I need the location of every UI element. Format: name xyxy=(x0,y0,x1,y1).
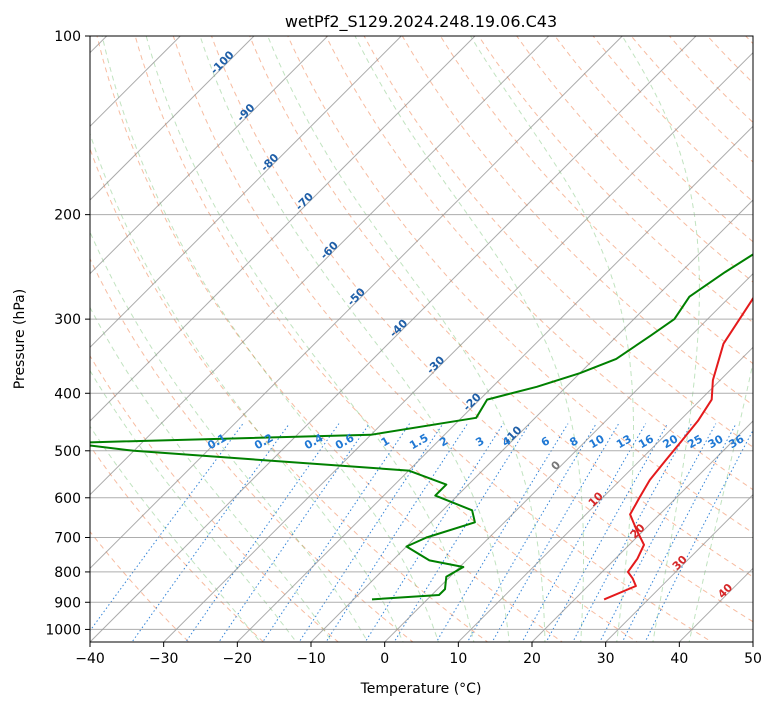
isotherm-line xyxy=(90,36,697,642)
isotherm-line xyxy=(90,36,623,570)
x-tick-label: −20 xyxy=(223,651,253,667)
isotherm-line xyxy=(531,420,753,642)
y-axis-label: Pressure (hPa) xyxy=(12,289,28,389)
dry-adiabat-line xyxy=(90,257,414,642)
mixing-ratio-line xyxy=(90,423,244,632)
temperature-profile-line xyxy=(603,296,753,601)
y-tick-label: 300 xyxy=(54,312,81,328)
x-tick-label: −10 xyxy=(296,651,326,667)
y-tick-label: 500 xyxy=(54,444,81,460)
isotherm-line xyxy=(310,199,753,642)
dry-adiabat-line xyxy=(401,36,753,406)
y-axis: 1000 900 800 700 600 500 400 300 200 100 xyxy=(45,29,90,638)
chart-title: wetPf2_S129.2024.248.19.06.C43 xyxy=(285,12,557,32)
mixing-ratio-line xyxy=(599,423,717,642)
y-tick-label: 200 xyxy=(54,208,81,224)
mixing-ratio-line xyxy=(393,423,531,642)
isotherm-line xyxy=(90,36,329,275)
y-tick-label: 1000 xyxy=(45,622,81,638)
x-tick-label: 10 xyxy=(449,651,467,667)
dry-adiabat-line xyxy=(134,36,638,642)
moist-adiabat-line xyxy=(145,36,475,642)
mixing-ratio-line xyxy=(521,423,647,642)
y-tick-label: 400 xyxy=(54,386,81,402)
y-tick-label: 700 xyxy=(54,531,81,547)
plot-frame xyxy=(89,35,754,643)
series-lines xyxy=(90,253,753,601)
dry-adiabat-line xyxy=(90,147,489,642)
mixing-ratio-line xyxy=(218,423,370,642)
isotherm-line xyxy=(384,272,753,642)
isotherm-line xyxy=(163,51,753,642)
dry-adiabat-line xyxy=(90,354,340,642)
dry-adiabat-line xyxy=(758,9,775,654)
isotherm-line xyxy=(90,36,255,201)
mixing-ratio-line xyxy=(435,423,569,642)
grid-lines xyxy=(90,36,753,642)
x-tick-label: −40 xyxy=(75,651,105,667)
mixing-ratio-line xyxy=(621,423,737,642)
y-tick-label: 100 xyxy=(54,29,81,45)
mixing-ratio-line xyxy=(262,423,411,642)
mixing-ratio-line xyxy=(131,423,290,642)
isotherm-line xyxy=(90,36,402,349)
dry-adiabat-line xyxy=(249,36,753,578)
dry-adiabat-line xyxy=(210,36,753,623)
isotherm-line xyxy=(90,36,550,496)
x-axis: −40 −30 −20 −10 0 10 20 30 40 50 xyxy=(75,642,762,667)
isotherm-line xyxy=(752,641,753,642)
isotherm-line xyxy=(90,36,476,422)
x-tick-label: −30 xyxy=(149,651,179,667)
dry-adiabat-line xyxy=(478,36,753,324)
dewpoint-profile-line xyxy=(90,253,753,601)
x-tick-label: 30 xyxy=(597,651,615,667)
isotherm-line xyxy=(457,346,753,642)
y-tick-label: 900 xyxy=(54,595,81,611)
y-tick-label: 800 xyxy=(54,565,81,581)
mixing-ratio-line xyxy=(491,423,620,642)
x-tick-label: 40 xyxy=(670,651,688,667)
mixing-ratio-line xyxy=(298,423,444,642)
dry-adiabat-line xyxy=(96,36,564,642)
dry-adiabat-line xyxy=(90,444,265,642)
y-tick-label: 600 xyxy=(54,491,81,507)
dry-adiabat-line xyxy=(172,36,713,642)
x-tick-label: 50 xyxy=(744,651,762,667)
x-tick-label: 20 xyxy=(523,651,541,667)
mixing-ratio-line xyxy=(466,423,597,642)
moist-adiabat-line xyxy=(101,36,440,642)
mixing-ratio-line xyxy=(185,423,340,642)
isotherm-line xyxy=(605,493,753,642)
x-tick-label: 0 xyxy=(380,651,389,667)
isotherm-line xyxy=(236,125,753,642)
x-axis-label: Temperature (°C) xyxy=(360,681,482,697)
